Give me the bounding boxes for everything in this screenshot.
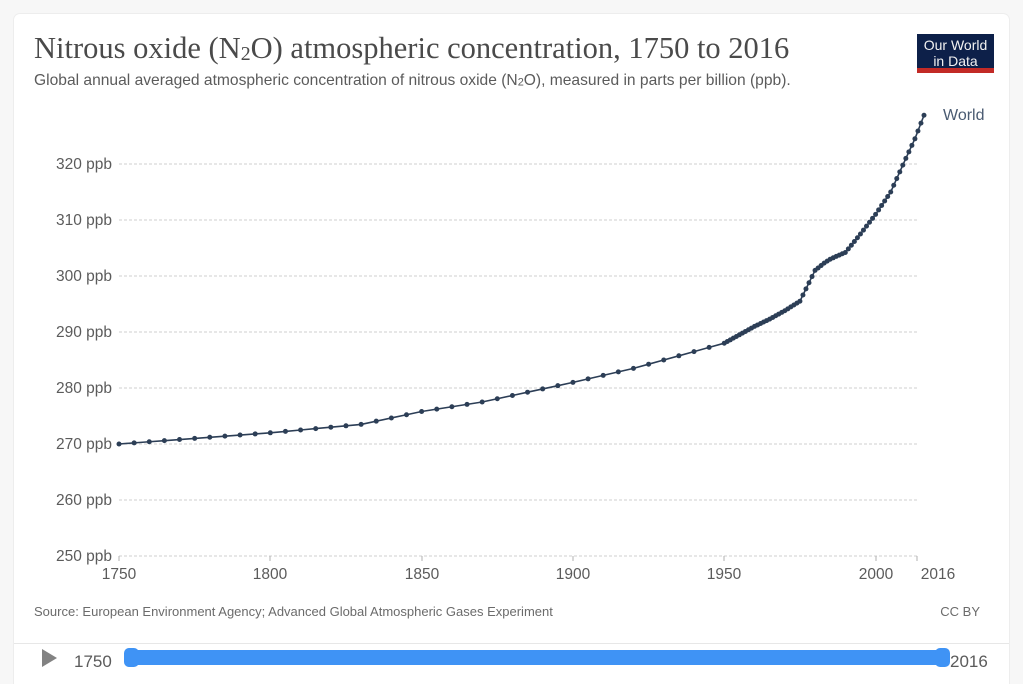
svg-text:World: World <box>943 107 985 124</box>
svg-text:290 ppb: 290 ppb <box>56 324 112 341</box>
svg-text:310 ppb: 310 ppb <box>56 212 112 229</box>
svg-text:320 ppb: 320 ppb <box>56 156 112 173</box>
svg-text:250 ppb: 250 ppb <box>56 548 112 565</box>
svg-text:260 ppb: 260 ppb <box>56 492 112 509</box>
svg-text:2000: 2000 <box>859 566 894 583</box>
svg-text:1850: 1850 <box>405 566 440 583</box>
svg-text:1800: 1800 <box>253 566 288 583</box>
svg-text:1900: 1900 <box>556 566 591 583</box>
svg-text:1750: 1750 <box>102 566 137 583</box>
svg-text:2016: 2016 <box>921 566 955 583</box>
svg-text:280 ppb: 280 ppb <box>56 380 112 397</box>
svg-text:270 ppb: 270 ppb <box>56 436 112 453</box>
svg-text:300 ppb: 300 ppb <box>56 268 112 285</box>
svg-text:1950: 1950 <box>707 566 742 583</box>
